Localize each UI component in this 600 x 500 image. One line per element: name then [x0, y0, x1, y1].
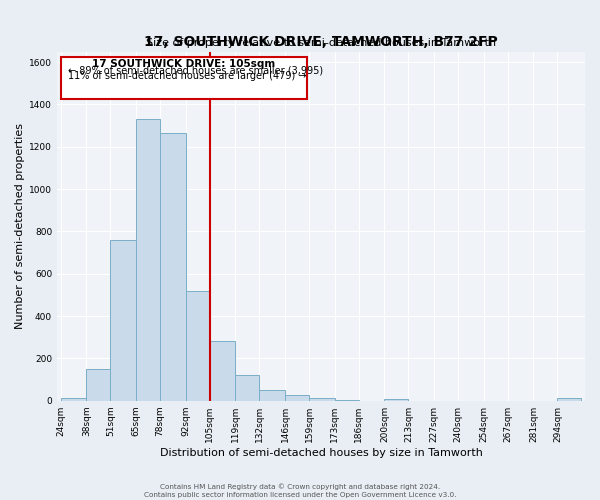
Bar [86, 369, 110, 400]
Bar [186, 290, 210, 401]
Bar [385, 398, 409, 400]
Bar [259, 390, 285, 400]
Bar [309, 398, 335, 400]
Bar [160, 133, 186, 400]
Bar [136, 120, 160, 400]
Bar [557, 398, 581, 400]
Text: 11% of semi-detached houses are larger (479) →: 11% of semi-detached houses are larger (… [68, 70, 307, 81]
Bar [235, 376, 259, 400]
Bar [110, 240, 136, 400]
Bar [285, 396, 309, 400]
Bar [210, 342, 235, 400]
Text: 17 SOUTHWICK DRIVE: 105sqm: 17 SOUTHWICK DRIVE: 105sqm [92, 59, 275, 69]
X-axis label: Distribution of semi-detached houses by size in Tamworth: Distribution of semi-detached houses by … [160, 448, 482, 458]
FancyBboxPatch shape [61, 57, 307, 98]
Y-axis label: Number of semi-detached properties: Number of semi-detached properties [15, 123, 25, 329]
Text: Size of property relative to semi-detached houses in Tamworth: Size of property relative to semi-detach… [146, 38, 496, 48]
Bar [61, 398, 86, 400]
Text: Contains HM Land Registry data © Crown copyright and database right 2024.
Contai: Contains HM Land Registry data © Crown c… [144, 484, 456, 498]
Text: ← 89% of semi-detached houses are smaller (3,995): ← 89% of semi-detached houses are smalle… [68, 66, 323, 76]
Title: 17, SOUTHWICK DRIVE, TAMWORTH, B77 2FP: 17, SOUTHWICK DRIVE, TAMWORTH, B77 2FP [144, 35, 498, 49]
